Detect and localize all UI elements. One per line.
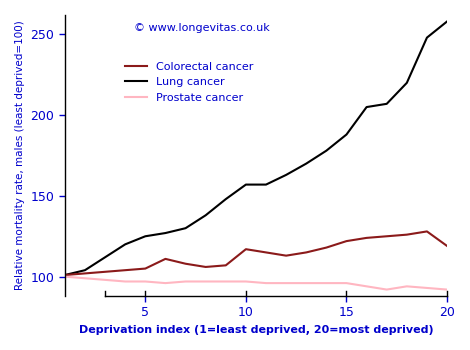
Legend: Colorectal cancer, Lung cancer, Prostate cancer: Colorectal cancer, Lung cancer, Prostate… xyxy=(120,57,258,107)
X-axis label: Deprivation index (1=least deprived, 20=most deprived): Deprivation index (1=least deprived, 20=… xyxy=(78,325,433,335)
Text: © www.longevitas.co.uk: © www.longevitas.co.uk xyxy=(133,23,269,34)
Y-axis label: Relative mortality rate, males (least deprived=100): Relative mortality rate, males (least de… xyxy=(15,21,25,290)
